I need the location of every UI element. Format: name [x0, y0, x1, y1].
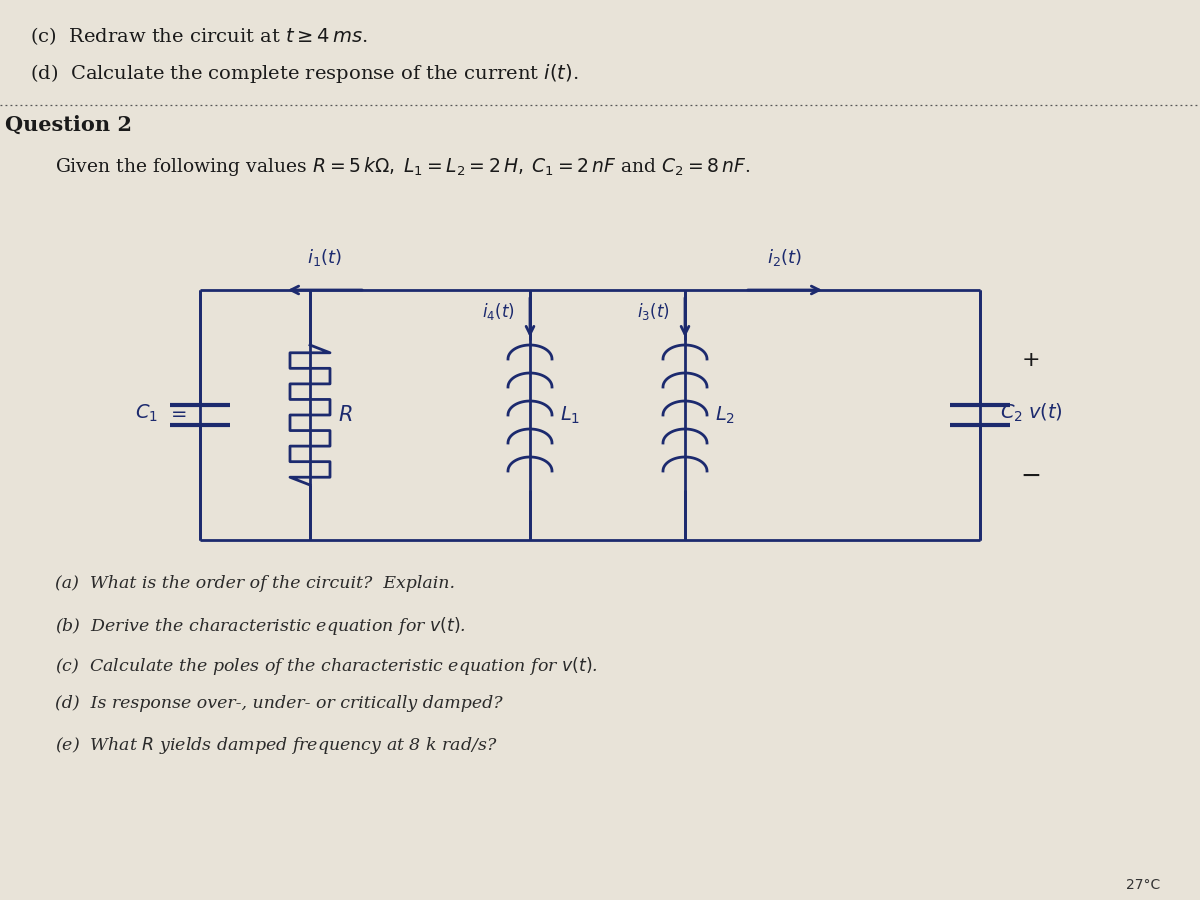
- Text: $+$: $+$: [1021, 349, 1039, 371]
- Text: (d)  Calculate the complete response of the current $i(t)$.: (d) Calculate the complete response of t…: [30, 62, 578, 85]
- Text: Given the following values $R = 5\,k\Omega,\; L_1 = L_2 = 2\,H,\; C_1 = 2\,nF$ a: Given the following values $R = 5\,k\Ome…: [55, 155, 750, 178]
- Text: $C_2\; v(t)$: $C_2\; v(t)$: [1000, 402, 1063, 424]
- Text: $=$: $=$: [167, 404, 187, 422]
- Text: (c)  Redraw the circuit at $t \geq 4\,ms$.: (c) Redraw the circuit at $t \geq 4\,ms$…: [30, 25, 367, 47]
- Text: (d)  Is response over-, under- or critically damped?: (d) Is response over-, under- or critica…: [55, 695, 503, 712]
- Text: $i_2(t)$: $i_2(t)$: [768, 247, 803, 268]
- Text: (b)  Derive the characteristic equation for $v(t)$.: (b) Derive the characteristic equation f…: [55, 615, 466, 637]
- Text: $i_1(t)$: $i_1(t)$: [307, 247, 342, 268]
- Text: $C_1$: $C_1$: [136, 402, 158, 424]
- Text: (a)  What is the order of the circuit?  Explain.: (a) What is the order of the circuit? Ex…: [55, 575, 455, 592]
- Text: $L_2$: $L_2$: [715, 404, 736, 426]
- Text: Question 2: Question 2: [5, 115, 132, 135]
- Text: $L_1$: $L_1$: [560, 404, 581, 426]
- Text: $-$: $-$: [1020, 464, 1040, 487]
- Text: (c)  Calculate the poles of the characteristic equation for $v(t)$.: (c) Calculate the poles of the character…: [55, 655, 598, 677]
- Text: $R$: $R$: [338, 405, 353, 425]
- Text: $i_4(t)$: $i_4(t)$: [482, 302, 515, 322]
- Text: $i_3(t)$: $i_3(t)$: [637, 302, 670, 322]
- Text: (e)  What $R$ yields damped frequency at 8 k rad/s?: (e) What $R$ yields damped frequency at …: [55, 735, 498, 756]
- Text: 27°C: 27°C: [1126, 878, 1160, 892]
